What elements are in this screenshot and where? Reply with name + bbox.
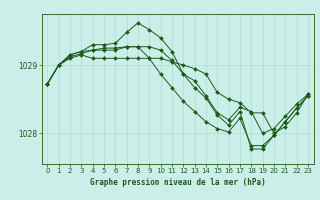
X-axis label: Graphe pression niveau de la mer (hPa): Graphe pression niveau de la mer (hPa) [90,178,266,187]
